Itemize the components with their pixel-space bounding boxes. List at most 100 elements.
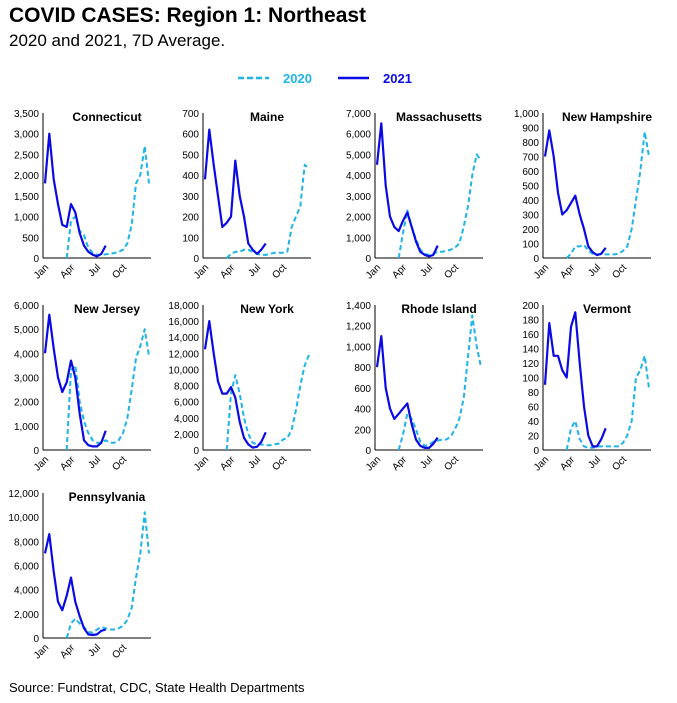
x-tick-label: Apr	[390, 262, 409, 281]
x-tick-label: Jan	[192, 262, 211, 281]
y-tick-label: 0	[33, 254, 39, 265]
y-tick-label: 12,000	[8, 489, 39, 500]
y-tick-label: 3,000	[14, 374, 39, 385]
x-tick-label: Jul	[86, 262, 103, 279]
y-tick-label: 500	[182, 150, 199, 161]
y-tick-label: 700	[522, 153, 539, 164]
panel-title: Maine	[250, 110, 284, 124]
y-tick-label: 500	[522, 182, 539, 193]
y-tick-label: 160	[522, 330, 539, 341]
y-tick-label: 60	[528, 403, 540, 414]
y-tick-label: 2,000	[14, 610, 39, 621]
panel-maine: 0 100 200 300 400 500 600 700 Jan Apr Jul Oct Maine	[182, 109, 311, 282]
y-tick-label: 200	[354, 425, 371, 436]
y-tick-label: 8,000	[174, 382, 199, 393]
panel-massachusetts: 0 1,000 2,000 3,000 4,000 5,000 6,000 7,000 Jan A…	[346, 109, 483, 282]
y-tick-label: 1,000	[14, 422, 39, 433]
x-tick-label: Jul	[586, 262, 603, 279]
x-tick-label: Apr	[558, 262, 577, 281]
y-tick-label: 700	[182, 109, 199, 120]
y-tick-label: 18,000	[168, 301, 199, 312]
x-tick-label: Jan	[532, 454, 551, 473]
x-tick-label: Apr	[390, 454, 409, 473]
series-line-2020	[565, 130, 650, 259]
y-tick-label: 4,000	[14, 586, 39, 597]
x-tick-label: Oct	[442, 454, 461, 473]
y-tick-label: 200	[522, 225, 539, 236]
y-tick-label: 600	[354, 384, 371, 395]
x-tick-label: Apr	[58, 454, 77, 473]
y-tick-label: 2,000	[14, 398, 39, 409]
y-tick-label: 5,000	[346, 150, 371, 161]
y-tick-label: 1,200	[346, 322, 371, 333]
series-line-2021	[203, 320, 267, 449]
y-tick-label: 800	[354, 363, 371, 374]
y-tick-label: 80	[528, 388, 540, 399]
x-tick-label: Oct	[270, 454, 289, 473]
panel-title: New Jersey	[74, 302, 140, 316]
x-tick-label: Apr	[58, 642, 77, 661]
series-line-2021	[543, 129, 607, 257]
panel-title: Vermont	[583, 302, 631, 316]
y-tick-label: 400	[354, 405, 371, 416]
y-tick-label: 2,000	[174, 430, 199, 441]
x-tick-label: Oct	[610, 454, 629, 473]
y-tick-label: 400	[522, 196, 539, 207]
series-line-2021	[203, 128, 267, 255]
y-tick-label: 0	[365, 254, 371, 265]
y-tick-label: 800	[522, 138, 539, 149]
series-line-2021	[43, 313, 107, 448]
y-tick-label: 0	[193, 254, 199, 265]
panel-pennsylvania: 0 2,000 4,000 6,000 8,000 10,000 12,000 Jan Apr J…	[8, 489, 151, 662]
y-tick-label: 8,000	[14, 537, 39, 548]
x-tick-label: Oct	[110, 454, 129, 473]
y-tick-label: 140	[522, 345, 539, 356]
series-line-2021	[543, 311, 607, 448]
y-tick-label: 2,000	[14, 171, 39, 182]
y-tick-label: 100	[522, 374, 539, 385]
series-line-2020	[397, 153, 482, 259]
y-tick-label: 100	[522, 240, 539, 251]
page-title: COVID CASES: Region 1: Northeast	[9, 4, 367, 27]
y-tick-label: 6,000	[14, 301, 39, 312]
y-tick-label: 120	[522, 359, 539, 370]
y-tick-label: 600	[522, 167, 539, 178]
panel-vermont: 0 20 40 60 80 100 120 140 160 180 200 Jan Apr Jul Oct V…	[522, 301, 651, 474]
x-tick-label: Apr	[58, 262, 77, 281]
y-tick-label: 1,000	[514, 109, 539, 120]
y-tick-label: 2,500	[14, 150, 39, 161]
y-tick-label: 400	[182, 171, 199, 182]
series-line-2020	[225, 354, 310, 451]
y-tick-label: 4,000	[174, 414, 199, 425]
x-tick-label: Jul	[418, 454, 435, 471]
panel-title: Connecticut	[72, 110, 141, 124]
x-tick-label: Apr	[218, 262, 237, 281]
panel-title: Rhode Island	[401, 302, 476, 316]
y-tick-label: 0	[33, 634, 39, 645]
y-tick-label: 3,500	[14, 109, 39, 120]
series-line-2021	[43, 132, 107, 258]
panel-new-hampshire: 0 100 200 300 400 500 600 700 800 900 1,000 Jan Apr J…	[514, 109, 652, 282]
y-tick-label: 4,000	[14, 349, 39, 360]
legend-label-2021: 2021	[383, 71, 412, 86]
y-tick-label: 2,000	[346, 213, 371, 224]
y-tick-label: 6,000	[14, 562, 39, 573]
y-tick-label: 900	[522, 124, 539, 135]
y-tick-label: 1,500	[14, 192, 39, 203]
x-tick-label: Oct	[110, 262, 129, 281]
y-tick-label: 180	[522, 316, 539, 327]
panel-new-york: 0 2,000 4,000 6,000 8,000 10,000 12,000 14,000 1…	[168, 301, 311, 474]
x-tick-label: Jul	[246, 454, 263, 471]
series-line-2020	[226, 163, 310, 259]
y-tick-label: 1,000	[14, 213, 39, 224]
series-line-2020	[65, 511, 150, 639]
x-tick-label: Oct	[270, 262, 289, 281]
x-tick-label: Jul	[246, 262, 263, 279]
y-tick-label: 40	[528, 417, 540, 428]
y-tick-label: 10,000	[8, 513, 39, 524]
x-tick-label: Jan	[32, 642, 51, 661]
x-tick-label: Oct	[442, 262, 461, 281]
panel-title: Massachusetts	[396, 110, 482, 124]
x-tick-label: Jul	[86, 454, 103, 471]
